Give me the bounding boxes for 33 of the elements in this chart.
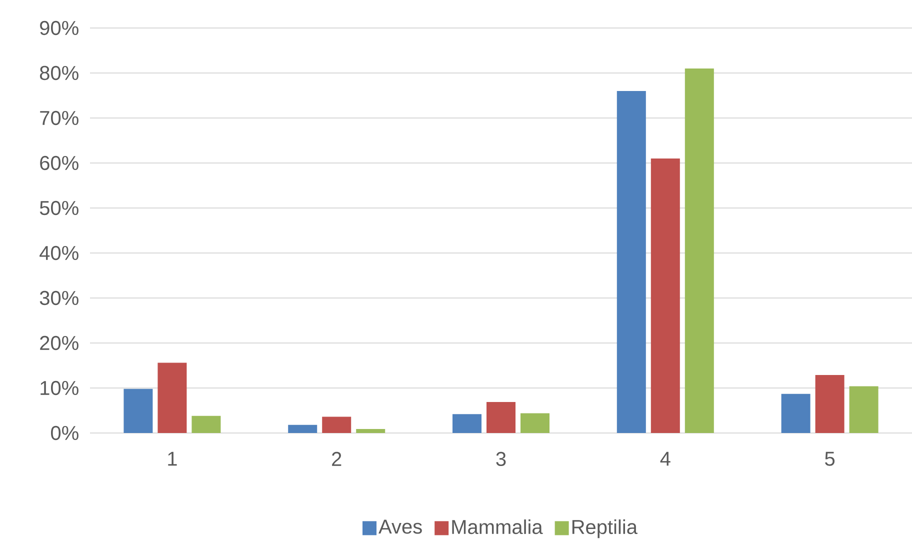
y-tick-label: 10%: [40, 380, 78, 396]
bar: [452, 414, 482, 433]
y-tick-label: 40%: [40, 246, 78, 260]
y-tick-label: 60%: [40, 156, 78, 170]
bar: [158, 362, 187, 433]
y-tick-label: 20%: [40, 336, 78, 350]
bar: [124, 388, 153, 433]
bar: [486, 402, 516, 433]
y-tick-label: 0%: [51, 426, 78, 440]
y-tick-label: 50%: [40, 200, 78, 216]
x-tick-label: 4: [660, 452, 670, 466]
bar: [650, 158, 680, 433]
bar: [192, 416, 221, 433]
bar: [815, 374, 844, 433]
legend-label: Reptilia: [572, 519, 638, 538]
x-tick-label: 5: [825, 452, 835, 466]
legend-label: Mammalia: [452, 519, 543, 534]
bar: [288, 424, 318, 433]
legend-label: Aves: [378, 520, 422, 534]
x-tick-label: 1: [168, 452, 177, 466]
bar: [849, 386, 878, 433]
bar: [520, 413, 550, 433]
bar: [356, 428, 386, 433]
x-tick-label: 3: [496, 452, 506, 466]
y-tick-label: 30%: [40, 290, 78, 306]
x-tick-label: 2: [332, 452, 342, 466]
y-tick-label: 90%: [40, 20, 78, 36]
bar: [684, 68, 714, 433]
bar: [781, 394, 810, 433]
bar: [616, 91, 646, 433]
y-tick-label: 80%: [40, 66, 78, 80]
y-tick-label: 70%: [40, 110, 78, 126]
bar: [322, 416, 352, 433]
